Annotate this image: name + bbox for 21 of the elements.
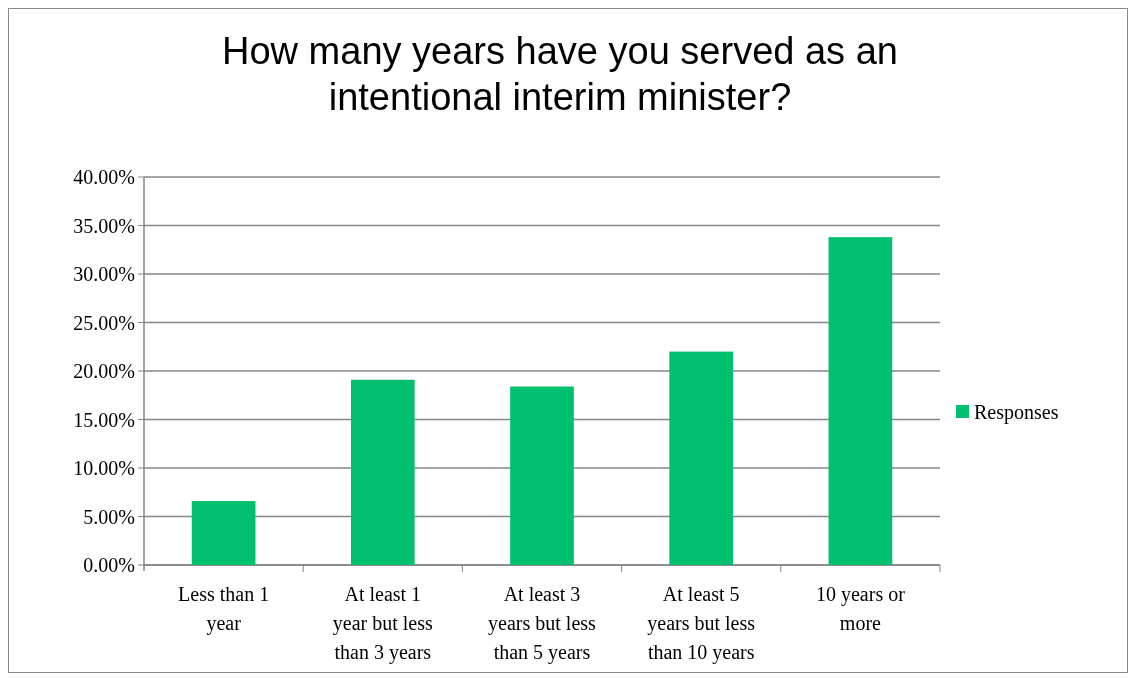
x-tick-label: At least 5 years but less than 10 years — [647, 583, 756, 664]
y-tick-label: 15.00% — [73, 408, 135, 431]
x-tick-label: 10 years or more — [815, 583, 906, 634]
y-tick-label: 25.00% — [73, 311, 135, 334]
x-tick-label: At least 1 year but less than 3 years — [332, 583, 433, 664]
x-tick-label: Less than 1 year — [178, 583, 270, 635]
y-tick-label: 20.00% — [73, 360, 135, 382]
y-tick-label: 5.00% — [83, 505, 135, 528]
bar — [191, 500, 256, 565]
y-tick-label: 10.00% — [73, 457, 135, 479]
bar — [828, 237, 893, 565]
y-tick-label: 35.00% — [73, 214, 135, 237]
x-tick-label: At least 3 years but less than 5 years — [488, 583, 597, 664]
legend-label: Responses — [974, 401, 1059, 424]
y-tick-label: 0.00% — [83, 554, 135, 576]
bar — [669, 351, 734, 565]
bar — [350, 379, 415, 565]
bar — [510, 386, 574, 565]
y-tick-label: 30.00% — [73, 263, 135, 285]
y-tick-label: 40.00% — [73, 166, 135, 188]
chart-title: How many years have you served as an intentional interim minister? — [222, 30, 898, 118]
